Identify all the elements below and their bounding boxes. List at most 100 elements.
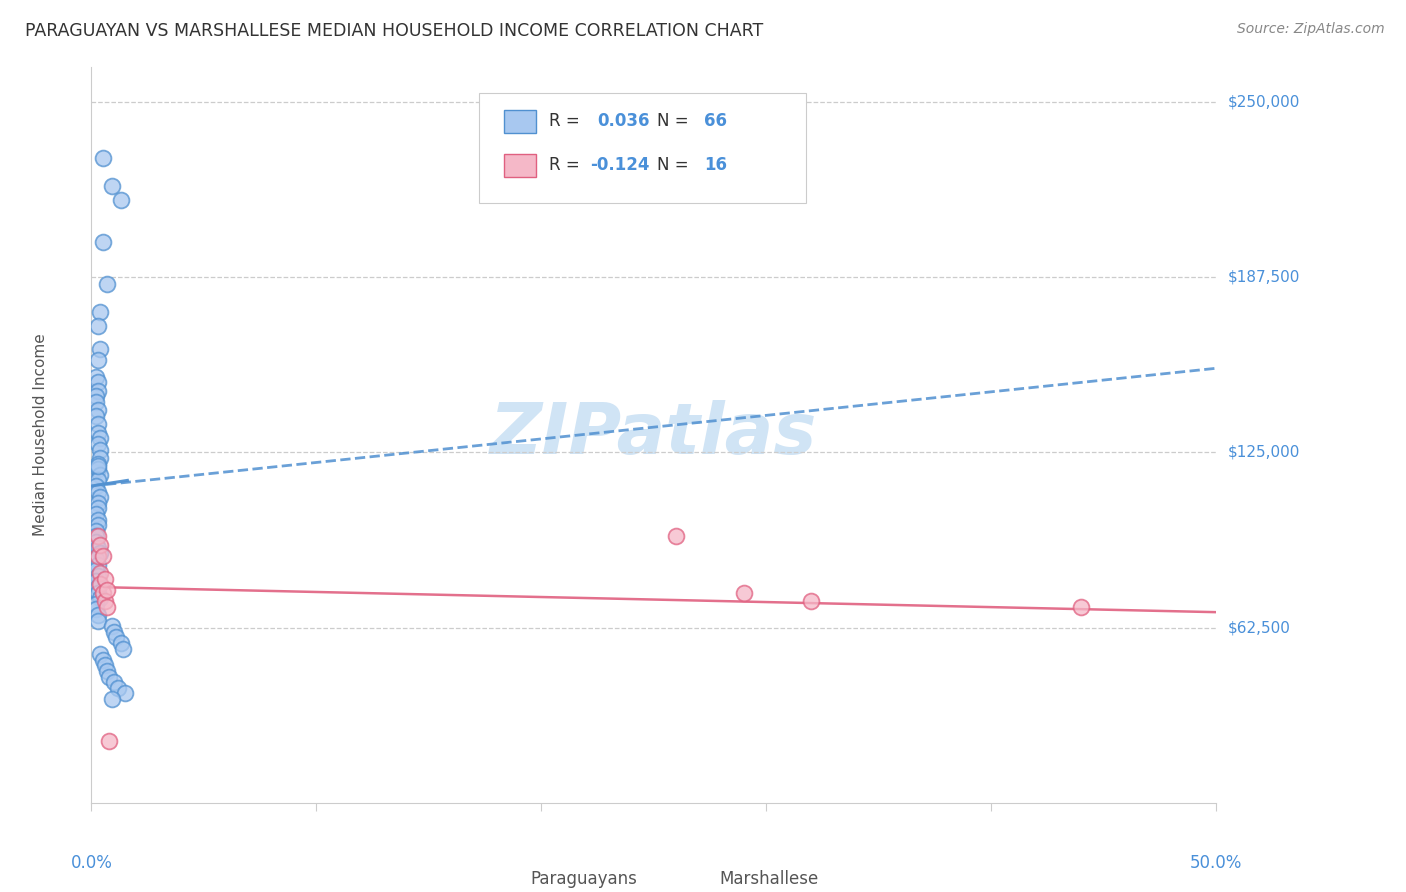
Point [84,507,107,521]
Point [87,518,110,533]
Point [87,474,110,488]
Point [96,277,118,292]
Point [84,479,107,493]
Point [87,513,110,527]
Text: ZIPatlas: ZIPatlas [491,401,817,469]
Point [91,585,114,599]
Bar [505,110,536,133]
Point [87,352,110,367]
Point [84,563,107,577]
Text: R =: R = [550,156,585,174]
Point [114,686,136,700]
Point [84,389,107,403]
Text: 0.036: 0.036 [598,112,650,129]
Point [91,151,114,165]
Point [89,431,111,445]
Point [89,647,111,661]
Point [87,614,110,628]
Point [87,568,110,582]
Point [94,658,117,673]
Point [87,607,110,622]
Point [84,529,107,543]
Point [89,305,111,319]
Point [733,585,755,599]
Bar [485,869,519,889]
Point [105,631,128,645]
Text: N =: N = [657,156,695,174]
Point [89,342,111,356]
Text: 0.0%: 0.0% [70,855,112,872]
Point [89,490,111,504]
Text: $125,000: $125,000 [1227,445,1299,460]
Point [91,653,114,667]
Point [87,384,110,398]
Point [84,535,107,549]
Point [84,602,107,616]
Point [91,549,114,563]
Point [84,395,107,409]
Point [89,566,111,580]
Point [103,675,125,690]
Point [87,549,110,563]
Point [98,670,121,684]
Point [89,442,111,457]
Point [87,417,110,432]
Text: PARAGUAYAN VS MARSHALLESE MEDIAN HOUSEHOLD INCOME CORRELATION CHART: PARAGUAYAN VS MARSHALLESE MEDIAN HOUSEHO… [25,22,763,40]
Text: R =: R = [550,112,585,129]
Text: Median Household Income: Median Household Income [34,334,48,536]
Text: $250,000: $250,000 [1227,95,1299,110]
Point [89,450,111,465]
Point [1070,599,1092,614]
Point [100,619,122,633]
Point [103,624,125,639]
Point [87,529,110,543]
Point [110,193,132,207]
Point [87,457,110,471]
Point [87,319,110,334]
Point [100,179,122,194]
Text: 66: 66 [704,112,727,129]
Point [87,459,110,474]
Text: $62,500: $62,500 [1227,620,1291,635]
Point [96,599,118,614]
Point [87,496,110,510]
Point [89,546,111,560]
Text: Marshallese: Marshallese [718,871,818,888]
Point [87,437,110,451]
Text: -0.124: -0.124 [589,156,650,174]
Text: 50.0%: 50.0% [1189,855,1243,872]
Point [87,541,110,555]
Text: Source: ZipAtlas.com: Source: ZipAtlas.com [1237,22,1385,37]
Point [94,594,117,608]
Point [87,376,110,390]
Text: $187,500: $187,500 [1227,269,1299,285]
Point [87,403,110,417]
Point [84,552,107,566]
Point [84,574,107,589]
FancyBboxPatch shape [479,93,806,203]
Point [89,467,111,482]
Bar [676,869,710,889]
Point [96,664,118,678]
Point [87,558,110,572]
Text: N =: N = [657,112,695,129]
Point [107,681,129,695]
Point [89,538,111,552]
Point [84,409,107,423]
Point [84,597,107,611]
Point [665,529,688,543]
Point [100,692,122,706]
Point [87,462,110,476]
Text: 16: 16 [704,156,727,174]
Point [110,636,132,650]
Point [89,591,111,606]
Point [94,572,117,586]
Point [87,484,110,499]
Point [98,734,121,748]
Point [84,524,107,538]
Point [87,580,110,594]
Point [800,594,823,608]
Point [96,582,118,597]
Bar [505,153,536,178]
Point [89,577,111,591]
